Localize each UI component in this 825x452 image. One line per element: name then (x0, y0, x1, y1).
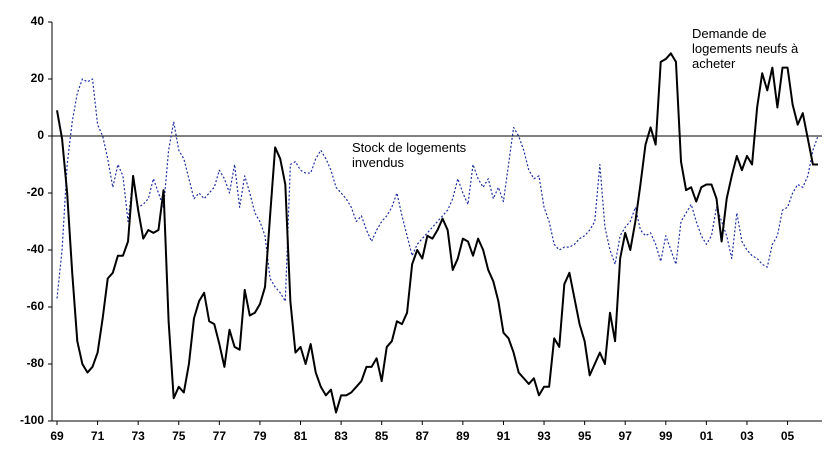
y-tick-label: 20 (31, 71, 45, 85)
x-tick-label: 69 (50, 429, 64, 443)
x-tick-label: 81 (294, 429, 308, 443)
x-tick-label: 79 (253, 429, 267, 443)
x-tick-label: 91 (497, 429, 511, 443)
x-tick-label: 85 (375, 429, 389, 443)
x-tick-label: 97 (619, 429, 633, 443)
y-tick-label: -40 (27, 242, 45, 256)
x-tick-label: 93 (537, 429, 551, 443)
x-tick-label: 89 (456, 429, 470, 443)
y-tick-label: 0 (37, 128, 44, 142)
x-tick-label: 05 (781, 429, 795, 443)
x-tick-label: 99 (659, 429, 673, 443)
y-tick-label: -80 (27, 356, 45, 370)
series-label: Demande de logements neufs à acheter (692, 26, 799, 71)
y-tick-label: -60 (27, 299, 45, 313)
x-tick-label: 73 (131, 429, 145, 443)
y-tick-label: -20 (27, 185, 45, 199)
x-tick-label: 77 (213, 429, 227, 443)
x-tick-label: 03 (740, 429, 754, 443)
y-tick-label: 40 (31, 14, 45, 28)
x-tick-label: 87 (416, 429, 430, 443)
x-tick-label: 83 (334, 429, 348, 443)
series-line (56, 52, 818, 414)
series-label: Stock de logements invendus (352, 140, 467, 170)
x-tick-label: 95 (578, 429, 592, 443)
x-tick-label: 01 (700, 429, 714, 443)
y-tick-label: -100 (20, 413, 44, 427)
x-tick-label: 71 (91, 429, 105, 443)
x-tick-label: 75 (172, 429, 186, 443)
series-line (56, 78, 819, 302)
